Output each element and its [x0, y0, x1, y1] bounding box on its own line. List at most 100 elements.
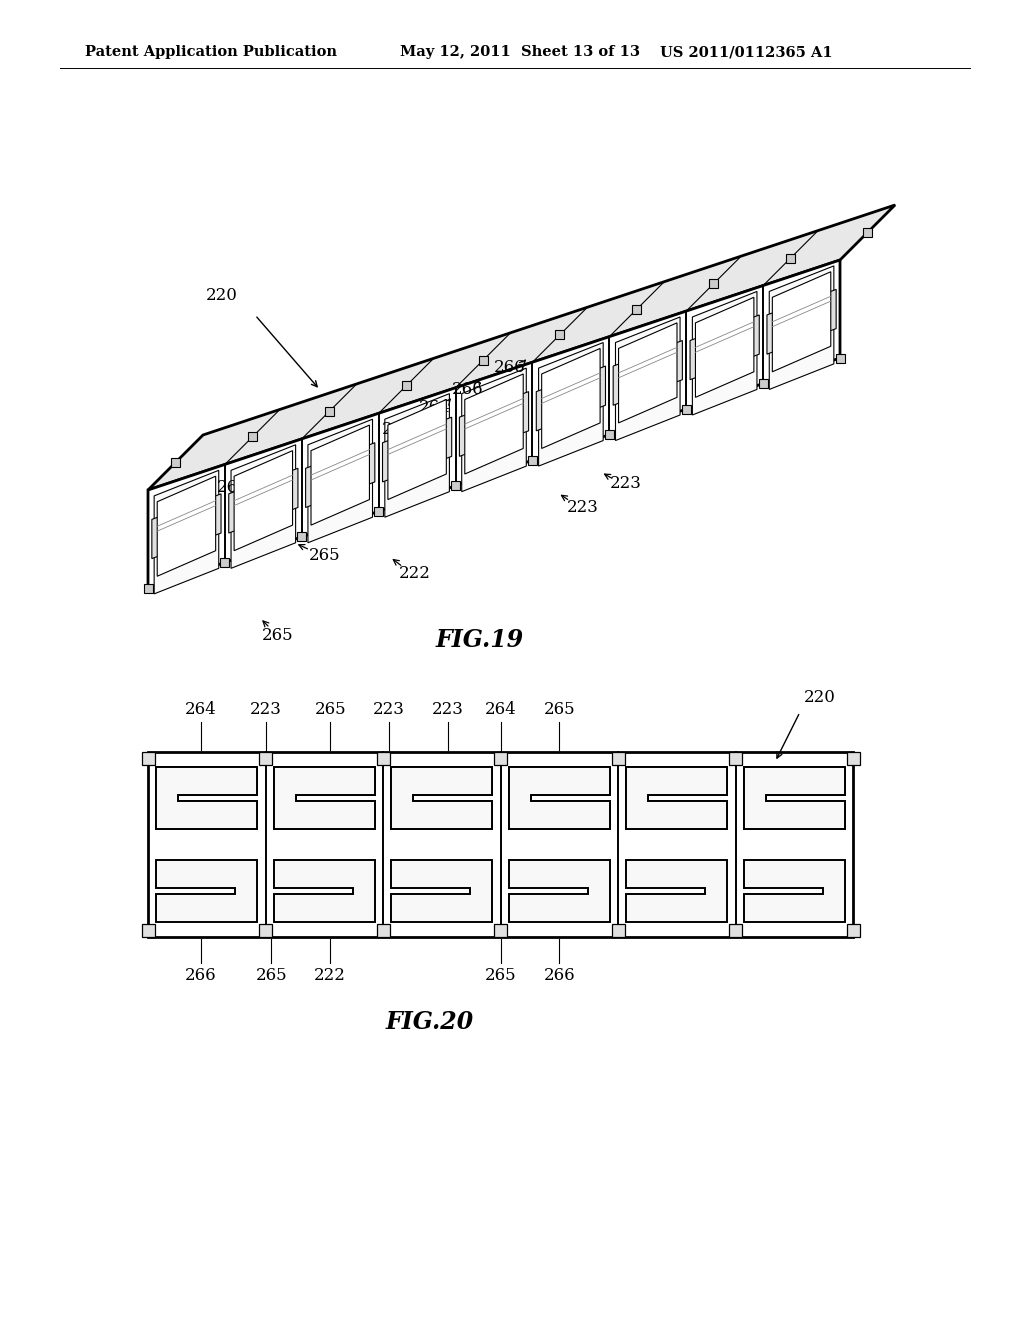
Bar	[377, 924, 389, 937]
Text: 220: 220	[206, 286, 238, 304]
Bar	[220, 558, 229, 568]
Polygon shape	[273, 767, 375, 829]
Polygon shape	[769, 265, 834, 389]
Polygon shape	[157, 861, 257, 923]
Text: 223: 223	[567, 499, 599, 516]
Bar	[171, 458, 180, 467]
Polygon shape	[308, 420, 373, 543]
Bar	[259, 752, 272, 766]
Polygon shape	[509, 767, 609, 829]
Polygon shape	[537, 366, 605, 430]
Bar	[528, 455, 537, 465]
Bar	[729, 924, 742, 937]
Text: 264: 264	[419, 399, 451, 416]
Polygon shape	[618, 323, 677, 422]
Polygon shape	[305, 442, 375, 507]
Polygon shape	[148, 260, 840, 587]
Text: 266: 266	[453, 381, 483, 399]
Text: FIG.20: FIG.20	[386, 1010, 474, 1034]
Text: 266: 266	[185, 966, 217, 983]
Polygon shape	[465, 374, 523, 474]
Bar	[143, 583, 153, 593]
Bar	[836, 354, 845, 363]
Polygon shape	[391, 861, 493, 923]
Text: 265: 265	[309, 546, 341, 564]
Polygon shape	[158, 477, 216, 577]
Text: 266: 266	[495, 359, 525, 376]
Text: 265: 265	[262, 627, 294, 644]
Bar	[710, 279, 718, 288]
Text: 223: 223	[610, 475, 642, 492]
Text: FIG.19: FIG.19	[436, 628, 524, 652]
Polygon shape	[772, 272, 830, 372]
Polygon shape	[627, 767, 727, 829]
Polygon shape	[613, 341, 682, 405]
Bar	[494, 752, 507, 766]
Bar	[248, 433, 257, 441]
Bar	[451, 482, 460, 490]
Polygon shape	[627, 861, 727, 923]
Text: 266: 266	[544, 966, 575, 983]
Text: Patent Application Publication: Patent Application Publication	[85, 45, 337, 59]
Bar	[633, 305, 641, 314]
Polygon shape	[615, 317, 680, 441]
Text: 264: 264	[484, 701, 516, 718]
Bar	[374, 507, 383, 516]
Polygon shape	[692, 292, 757, 414]
Polygon shape	[695, 297, 754, 397]
Bar	[729, 752, 742, 766]
Polygon shape	[383, 417, 452, 482]
Bar	[259, 924, 272, 937]
Polygon shape	[767, 289, 837, 354]
Bar	[148, 752, 853, 937]
Bar	[759, 379, 768, 388]
Polygon shape	[542, 348, 600, 449]
Bar	[863, 228, 872, 238]
Polygon shape	[273, 767, 375, 829]
Polygon shape	[509, 861, 609, 923]
Bar	[611, 752, 625, 766]
Bar	[325, 407, 334, 416]
Bar	[555, 330, 564, 339]
Polygon shape	[743, 767, 845, 829]
Polygon shape	[460, 392, 528, 457]
Text: 222: 222	[314, 966, 346, 983]
Polygon shape	[391, 767, 493, 829]
Polygon shape	[311, 425, 370, 525]
Bar	[847, 752, 859, 766]
Text: US 2011/0112365 A1: US 2011/0112365 A1	[660, 45, 833, 59]
Polygon shape	[157, 767, 257, 829]
Bar	[847, 924, 859, 937]
Polygon shape	[509, 767, 609, 829]
Polygon shape	[231, 445, 296, 569]
Polygon shape	[388, 400, 446, 499]
Text: 223: 223	[373, 701, 404, 718]
Bar	[786, 253, 795, 263]
Polygon shape	[273, 861, 375, 923]
Text: 220: 220	[804, 689, 836, 705]
Bar	[682, 405, 691, 413]
Bar	[401, 381, 411, 391]
Text: 265: 265	[256, 966, 287, 983]
Polygon shape	[148, 205, 895, 490]
Text: 265: 265	[217, 479, 249, 496]
Text: 265: 265	[158, 511, 189, 528]
Text: 265: 265	[484, 966, 516, 983]
Bar	[494, 924, 507, 937]
Text: 223: 223	[432, 701, 464, 718]
Polygon shape	[743, 767, 845, 829]
Text: 264: 264	[185, 701, 217, 718]
Text: 265: 265	[314, 701, 346, 718]
Polygon shape	[385, 393, 450, 517]
Polygon shape	[391, 767, 493, 829]
Polygon shape	[152, 494, 221, 558]
Polygon shape	[155, 470, 219, 594]
Text: 264: 264	[382, 421, 414, 438]
Bar	[141, 924, 155, 937]
Bar	[611, 924, 625, 937]
Text: 265: 265	[544, 701, 575, 718]
Text: May 12, 2011  Sheet 13 of 13: May 12, 2011 Sheet 13 of 13	[400, 45, 640, 59]
Polygon shape	[627, 767, 727, 829]
Polygon shape	[234, 450, 293, 550]
Polygon shape	[743, 861, 845, 923]
